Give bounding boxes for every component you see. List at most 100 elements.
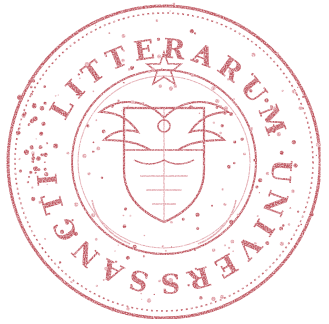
- ink-speck: [287, 223, 291, 226]
- ink-speck: [122, 224, 127, 229]
- ink-speck: [17, 94, 23, 100]
- ink-speck: [151, 67, 155, 71]
- ink-speck: [23, 111, 27, 115]
- ink-speck: [254, 223, 257, 226]
- ink-speck: [298, 106, 303, 110]
- ink-speck: [94, 24, 97, 26]
- ink-speck: [18, 127, 21, 130]
- ink-speck: [33, 166, 39, 172]
- ink-speck: [122, 214, 125, 217]
- ink-speck: [29, 85, 33, 89]
- ink-speck: [75, 93, 79, 97]
- ink-speck: [249, 127, 254, 131]
- ink-speck: [95, 284, 98, 287]
- ink-speck: [141, 102, 145, 105]
- ink-speck: [92, 90, 95, 93]
- ink-speck: [189, 105, 193, 109]
- ink-speck: [272, 129, 276, 133]
- ink-speck: [279, 241, 284, 246]
- ink-speck: [40, 153, 44, 157]
- ink-speck: [114, 250, 116, 252]
- ink-speck: [243, 152, 246, 156]
- ink-speck: [31, 160, 35, 163]
- ink-speck: [92, 150, 95, 153]
- ink-speck: [256, 215, 259, 217]
- ink-speck: [220, 294, 225, 299]
- ink-speck: [253, 158, 257, 162]
- ink-speck: [31, 196, 36, 202]
- ink-speck: [102, 279, 105, 281]
- ink-speck: [255, 185, 259, 189]
- ink-speck: [36, 156, 41, 161]
- ink-speck: [73, 231, 78, 236]
- ink-speck: [39, 158, 41, 161]
- ink-speck: [258, 192, 261, 194]
- ink-speck: [229, 219, 234, 225]
- ink-speck: [279, 226, 283, 231]
- ink-speck: [142, 255, 146, 258]
- ink-speck: [223, 106, 228, 111]
- ink-speck: [32, 116, 38, 122]
- ink-speck: [70, 280, 73, 284]
- ink-speck: [161, 245, 165, 248]
- ink-speck: [274, 126, 277, 129]
- ink-speck: [117, 244, 120, 246]
- ink-speck: [158, 84, 162, 88]
- ink-speck: [199, 296, 203, 300]
- ink-speck: [297, 210, 300, 213]
- ink-speck: [23, 149, 29, 155]
- ink-speck: [15, 130, 21, 136]
- ink-speck: [315, 142, 321, 147]
- ink-speck: [39, 106, 45, 111]
- ink-speck: [44, 237, 47, 240]
- ink-speck: [223, 202, 227, 206]
- ink-speck: [289, 207, 292, 210]
- ink-speck: [115, 260, 118, 263]
- ink-speck: [121, 34, 126, 38]
- ink-speck: [258, 178, 263, 183]
- ink-speck: [77, 73, 81, 76]
- ink-speck: [211, 296, 216, 302]
- ink-speck: [265, 241, 270, 246]
- ink-speck: [18, 169, 22, 173]
- ink-speck: [122, 82, 125, 84]
- ink-speck: [124, 207, 128, 211]
- ink-speck: [37, 168, 41, 172]
- ink-speck: [233, 98, 235, 101]
- ink-speck: [57, 94, 59, 96]
- ink-speck: [66, 151, 70, 155]
- ink-speck: [155, 19, 159, 22]
- ink-speck: [153, 293, 155, 296]
- ink-speck: [110, 307, 115, 312]
- ink-speck: [78, 77, 81, 80]
- ink-speck: [220, 105, 222, 107]
- ink-speck: [43, 167, 47, 171]
- ink-speck: [38, 145, 43, 150]
- ink-speck: [43, 101, 47, 105]
- ink-speck: [264, 98, 269, 103]
- ink-speck: [233, 140, 237, 144]
- ink-speck: [220, 124, 224, 128]
- ink-speck: [127, 105, 130, 108]
- ink-speck: [117, 99, 120, 102]
- ink-speck: [272, 124, 275, 127]
- ink-speck: [221, 188, 224, 191]
- ink-speck: [34, 171, 37, 174]
- ink-speck: [31, 151, 35, 155]
- ink-speck: [41, 121, 46, 126]
- ink-speck: [146, 298, 152, 303]
- ink-speck: [92, 141, 95, 144]
- ink-speck: [251, 72, 254, 76]
- ink-speck: [227, 78, 230, 81]
- ink-speck: [199, 50, 204, 55]
- ink-speck: [26, 180, 30, 184]
- ink-speck: [147, 70, 151, 74]
- ink-speck: [195, 59, 199, 63]
- ink-speck: [181, 217, 185, 221]
- ink-speck: [254, 242, 257, 245]
- ink-speck: [29, 170, 33, 175]
- ink-speck: [315, 190, 318, 193]
- ink-speck: [189, 29, 194, 34]
- ink-speck: [297, 86, 299, 88]
